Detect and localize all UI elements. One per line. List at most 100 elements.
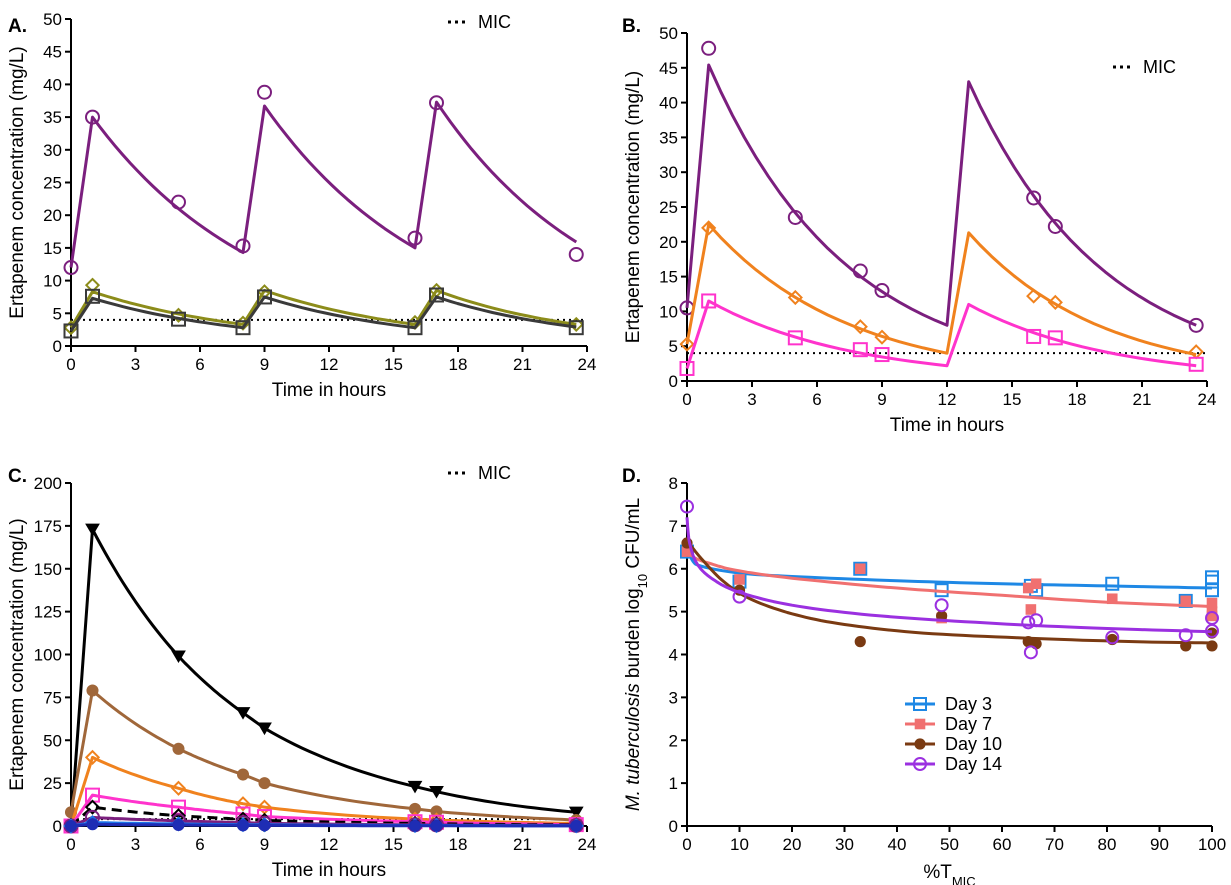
x-tick-label: 12: [320, 355, 339, 374]
x-tick-label: 21: [1133, 390, 1152, 409]
x-axis-label: Time in hours: [890, 415, 1004, 436]
series-line: [685, 63, 1197, 327]
x-tick-label: 15: [1003, 390, 1022, 409]
data-point: [429, 95, 444, 111]
data-point: [1023, 645, 1038, 660]
data-point: [258, 777, 271, 790]
x-tick-label: 12: [320, 835, 339, 854]
series: [63, 277, 584, 336]
y-tick-label: 20: [659, 233, 678, 252]
y-axis-label: Ertapenem concentration (mg/L): [7, 518, 28, 790]
y-tick-label: 6: [669, 560, 678, 579]
data-point: [430, 819, 443, 832]
data-point: [732, 589, 747, 604]
y-tick-label: 3: [669, 688, 678, 707]
series: [680, 499, 1219, 660]
data-point: [1205, 574, 1219, 589]
data-point: [171, 194, 186, 210]
y-axis-label: Ertapenem concentration (mg/L): [7, 46, 28, 318]
series-line: [69, 288, 577, 329]
x-tick-label: 6: [812, 390, 821, 409]
data-point: [852, 263, 868, 279]
panel-letter: D.: [622, 466, 641, 487]
x-tick-label: 21: [513, 355, 532, 374]
data-point: [1106, 593, 1118, 605]
series-line: [69, 295, 577, 332]
data-point: [701, 220, 717, 236]
x-tick-label: 21: [513, 835, 532, 854]
series-line: [69, 755, 577, 827]
y-tick-label: 0: [53, 817, 62, 836]
data-point: [853, 561, 868, 576]
y-tick-label: 35: [43, 108, 62, 127]
y-tick-label: 10: [659, 302, 678, 321]
legend-mic-label: MIC: [478, 463, 511, 483]
series-line: [69, 100, 578, 268]
data-point: [235, 320, 251, 336]
data-point: [172, 742, 185, 755]
legend-mic-label: MIC: [478, 12, 511, 32]
x-tick-label: 80: [1098, 835, 1117, 854]
data-point: [171, 311, 186, 327]
y-tick-label: 50: [43, 10, 62, 29]
data-point: [1021, 615, 1036, 630]
data-point: [407, 230, 423, 246]
x-tick-label: 30: [835, 835, 854, 854]
data-point: [407, 320, 423, 336]
x-tick-label: 18: [449, 355, 468, 374]
x-tick-label: 9: [877, 390, 886, 409]
y-tick-label: 15: [43, 239, 62, 258]
data-point: [787, 330, 803, 346]
panel-a: 0 5 10 15 20 25 30 35 40 45 50 0 3 6 9 12 15 18 21 24 A. Time…: [7, 10, 596, 401]
legend-swatch-marker: [914, 718, 926, 730]
y-tick-label: 5: [53, 304, 62, 323]
data-point: [1206, 640, 1218, 652]
y-tick-label: 150: [34, 560, 62, 579]
data-point: [1026, 190, 1042, 206]
series: [64, 818, 583, 833]
x-tick-label: 24: [1198, 390, 1217, 409]
data-point: [235, 238, 251, 254]
y-tick-label: 7: [669, 517, 678, 536]
data-point: [63, 260, 79, 276]
data-point: [1026, 288, 1042, 304]
data-point: [874, 283, 890, 299]
data-point: [257, 289, 272, 305]
data-point: [1029, 613, 1044, 628]
x-tick-label: 18: [449, 835, 468, 854]
data-point: [1205, 611, 1219, 626]
data-point: [236, 768, 250, 781]
x-tick-label: 0: [66, 835, 75, 854]
x-tick-label: 0: [66, 355, 75, 374]
data-point: [257, 84, 272, 100]
data-point: [1205, 570, 1219, 585]
y-tick-label: 5: [669, 603, 678, 622]
series: [679, 40, 1204, 333]
series-line: [69, 527, 577, 827]
legend-label: Day 3: [945, 694, 992, 714]
x-tick-label: 0: [682, 390, 691, 409]
data-point: [852, 319, 868, 335]
series-line: [685, 538, 1213, 608]
series: [681, 537, 1218, 652]
data-point: [787, 209, 803, 225]
x-tick-label: 3: [131, 835, 140, 854]
data-point: [236, 819, 250, 832]
x-tick-label: 10: [730, 835, 749, 854]
data-point: [85, 109, 100, 125]
y-tick-label: 50: [43, 731, 62, 750]
data-point: [1047, 294, 1063, 310]
x-tick-label: 24: [578, 355, 597, 374]
y-tick-label: 25: [43, 174, 62, 193]
legend-label: Day 10: [945, 734, 1002, 754]
data-point: [84, 799, 101, 815]
x-tick-label: 90: [1150, 835, 1169, 854]
y-tick-label: 100: [34, 646, 62, 665]
data-point: [1178, 628, 1193, 643]
data-point: [1025, 604, 1037, 615]
x-tick-label: 6: [195, 355, 204, 374]
series-line: [685, 222, 1197, 357]
x-axis-label: %TMIC: [923, 862, 975, 885]
data-point: [1047, 218, 1063, 234]
